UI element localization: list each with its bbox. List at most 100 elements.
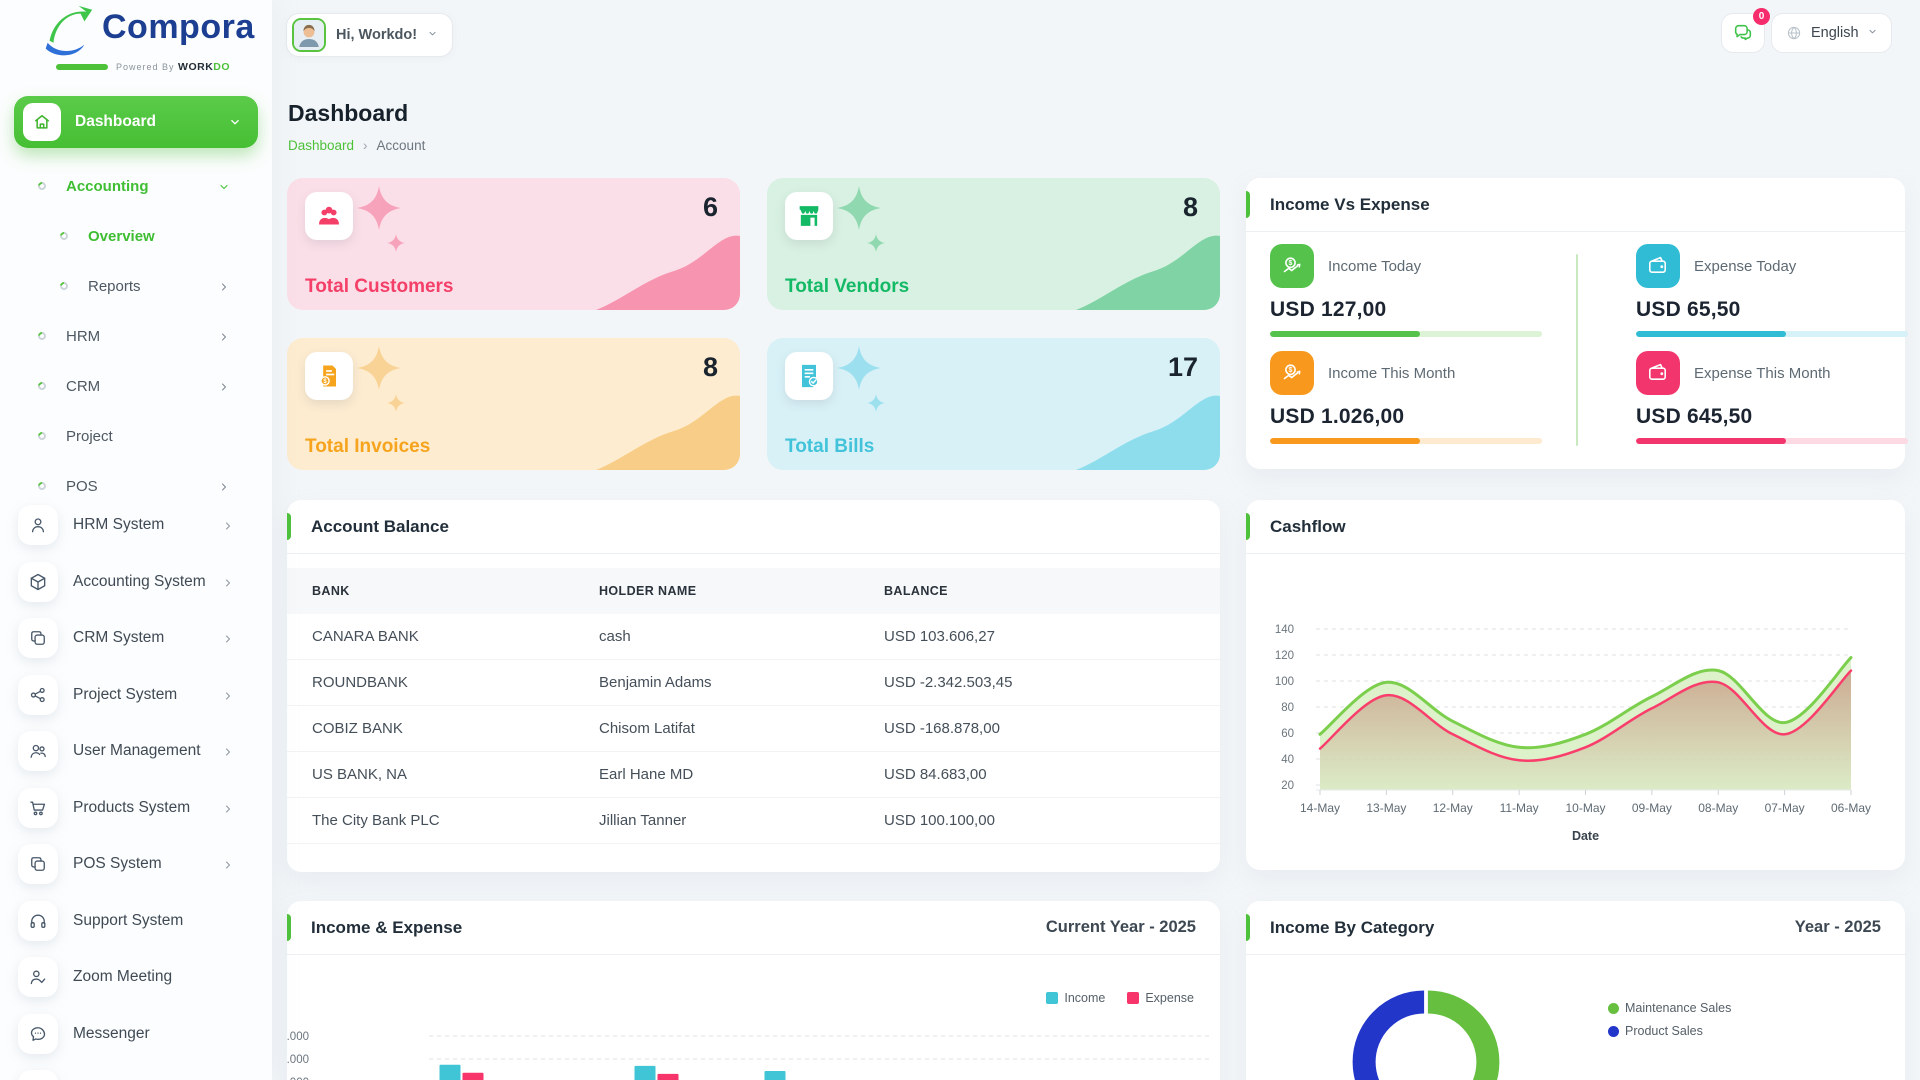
sidebar-item-accounting-system[interactable]: Accounting System — [0, 558, 272, 606]
column-header-holder-name: HOLDER NAME — [599, 584, 697, 598]
card-header: Income Vs Expense — [1246, 178, 1905, 232]
chevron-right-icon — [222, 576, 234, 588]
legend-swatch — [1046, 992, 1059, 1004]
bullet-icon — [36, 430, 48, 442]
balance-value: USD 84.683,00 — [884, 766, 987, 783]
sparkle-icon — [357, 346, 401, 390]
svg-text:80: 80 — [1281, 702, 1294, 714]
stat-card-total-customers[interactable]: 6 Total Customers — [287, 178, 740, 310]
table-row: CANARA BANK cash USD 103.606,27 — [287, 614, 1220, 660]
sidebar-item-pos[interactable]: POS — [0, 468, 272, 504]
bank-name: ROUNDBANK — [312, 674, 408, 691]
sidebar-item-notification-template[interactable]: Notification Template — [0, 1066, 272, 1080]
legend-item-income[interactable]: Income — [1046, 991, 1105, 1005]
bullet-icon — [58, 230, 70, 242]
stat-card-total-invoices[interactable]: $8 Total Invoices — [287, 338, 740, 470]
legend-swatch — [1608, 1025, 1619, 1037]
sidebar-item-label: Project — [66, 427, 113, 445]
income-by-category-card: Income By Category Year - 2025 Maintenan… — [1246, 901, 1905, 1080]
sidebar-item-label: Support System — [73, 911, 184, 929]
sidebar-item-label: Accounting System — [73, 572, 206, 590]
sidebar-item-label: CRM System — [73, 629, 165, 646]
legend-swatch — [1127, 992, 1140, 1004]
powered-by: Powered By WORKDO — [116, 61, 231, 73]
user-menu[interactable]: Hi, Workdo! — [286, 13, 454, 57]
legend-swatch — [1608, 1002, 1619, 1014]
sidebar-item-accounting[interactable]: Accounting — [0, 168, 272, 204]
card-title: Income By Category — [1270, 917, 1435, 937]
breadcrumb: Dashboard › Account — [288, 138, 425, 153]
sidebar-item-project[interactable]: Project — [0, 418, 272, 454]
income-expense-card: Income & Expense Current Year - 2025 Inc… — [287, 901, 1220, 1080]
holder-name: Chisom Latifat — [599, 720, 695, 737]
sidebar-item-pos-system[interactable]: POS System — [0, 840, 272, 888]
sidebar-item-overview[interactable]: Overview — [0, 218, 272, 254]
sidebar-item-reports[interactable]: Reports — [0, 268, 272, 304]
column-header-bank: BANK — [312, 584, 350, 598]
stat-card-total-vendors[interactable]: 8 Total Vendors — [767, 178, 1220, 310]
svg-text:07-May: 07-May — [1765, 801, 1805, 815]
bullet-icon — [36, 380, 48, 392]
cashflow-chart: 140 120 100 80 60 40 20 14-May 13-May 12-May 11-Ma… — [1275, 624, 1871, 843]
legend-item-product-sales[interactable]: Product Sales — [1608, 1024, 1731, 1038]
topbar-actions: 0 English — [1721, 8, 1892, 53]
messages-button[interactable]: 0 — [1721, 8, 1770, 53]
ive-label: Expense Today — [1694, 257, 1797, 275]
sidebar-item-project-system[interactable]: Project System — [0, 671, 272, 719]
vendors-icon — [785, 192, 833, 240]
bullet-icon — [58, 280, 70, 292]
progress-bar — [1636, 331, 1908, 337]
chevron-down-icon — [218, 180, 230, 192]
chevron-right-icon — [218, 480, 230, 492]
stat-card-total-bills[interactable]: 17 Total Bills — [767, 338, 1220, 470]
svg-text:2.000: 2.000 — [287, 1054, 309, 1066]
breadcrumb-dashboard-link[interactable]: Dashboard — [288, 138, 355, 153]
svg-text:140: 140 — [1275, 624, 1294, 636]
breadcrumb-current: Account — [376, 138, 426, 153]
avatar — [292, 18, 326, 52]
svg-text:09-May: 09-May — [1632, 801, 1672, 815]
chevron-right-icon — [218, 280, 230, 292]
ive-value: USD 645,50 — [1636, 405, 1753, 428]
sidebar-item-dashboard[interactable]: Dashboard — [14, 96, 258, 148]
sidebar-item-zoom-meeting[interactable]: Zoom Meeting — [0, 953, 272, 1001]
bell-icon — [18, 1070, 58, 1080]
svg-text:06-May: 06-May — [1831, 801, 1871, 815]
income-expense-chart: 3.000 2.000 1.000 — [287, 1031, 1209, 1080]
wallet-icon — [1636, 244, 1680, 288]
ive-value: USD 65,50 — [1636, 298, 1741, 321]
chevron-right-icon — [222, 858, 234, 870]
svg-text:12-May: 12-May — [1433, 801, 1473, 815]
sparkle-icon — [387, 394, 405, 412]
sidebar-item-user-management[interactable]: User Management — [0, 727, 272, 775]
sidebar-item-hrm-system[interactable]: HRM System — [0, 501, 272, 549]
income-by-category-chart — [1352, 990, 1500, 1080]
legend-item-expense[interactable]: Expense — [1127, 991, 1194, 1005]
legend-item-maintenance-sales[interactable]: Maintenance Sales — [1608, 1001, 1731, 1015]
sidebar-item-hrm[interactable]: HRM — [0, 318, 272, 354]
holder-name: cash — [599, 628, 631, 645]
brand-logo[interactable]: Compora Powered By WORKDO — [0, 0, 272, 86]
sidebar-item-label: Products System — [73, 798, 191, 816]
svg-text:08-May: 08-May — [1698, 801, 1738, 815]
sidebar-item-label: POS — [66, 477, 98, 495]
sidebar-item-support-system[interactable]: Support System — [0, 897, 272, 945]
ive-item-income-today: $ Income Today USD 127,00 — [1270, 244, 1550, 337]
language-selector[interactable]: English — [1771, 13, 1892, 53]
balance-value: USD -168.878,00 — [884, 720, 1000, 737]
legend-label: Product Sales — [1625, 1024, 1703, 1038]
account-balance-card: Account Balance BANK HOLDER NAME BALANCE C… — [287, 500, 1220, 872]
chevron-right-icon — [218, 380, 230, 392]
column-header-balance: BALANCE — [884, 584, 948, 598]
bank-name: CANARA BANK — [312, 628, 419, 645]
bank-name: US BANK, NA — [312, 766, 408, 783]
vertical-divider — [1576, 254, 1578, 446]
copy-icon — [18, 844, 58, 884]
sidebar-item-products-system[interactable]: Products System — [0, 784, 272, 832]
card-header: Account Balance — [287, 500, 1220, 554]
invoices-icon: $ — [305, 352, 353, 400]
sidebar-item-crm[interactable]: CRM — [0, 368, 272, 404]
sidebar-item-messenger[interactable]: Messenger — [0, 1010, 272, 1058]
sidebar-item-crm-system[interactable]: CRM System — [0, 614, 272, 662]
table-row: ROUNDBANK Benjamin Adams USD -2.342.503,45 — [287, 660, 1220, 706]
